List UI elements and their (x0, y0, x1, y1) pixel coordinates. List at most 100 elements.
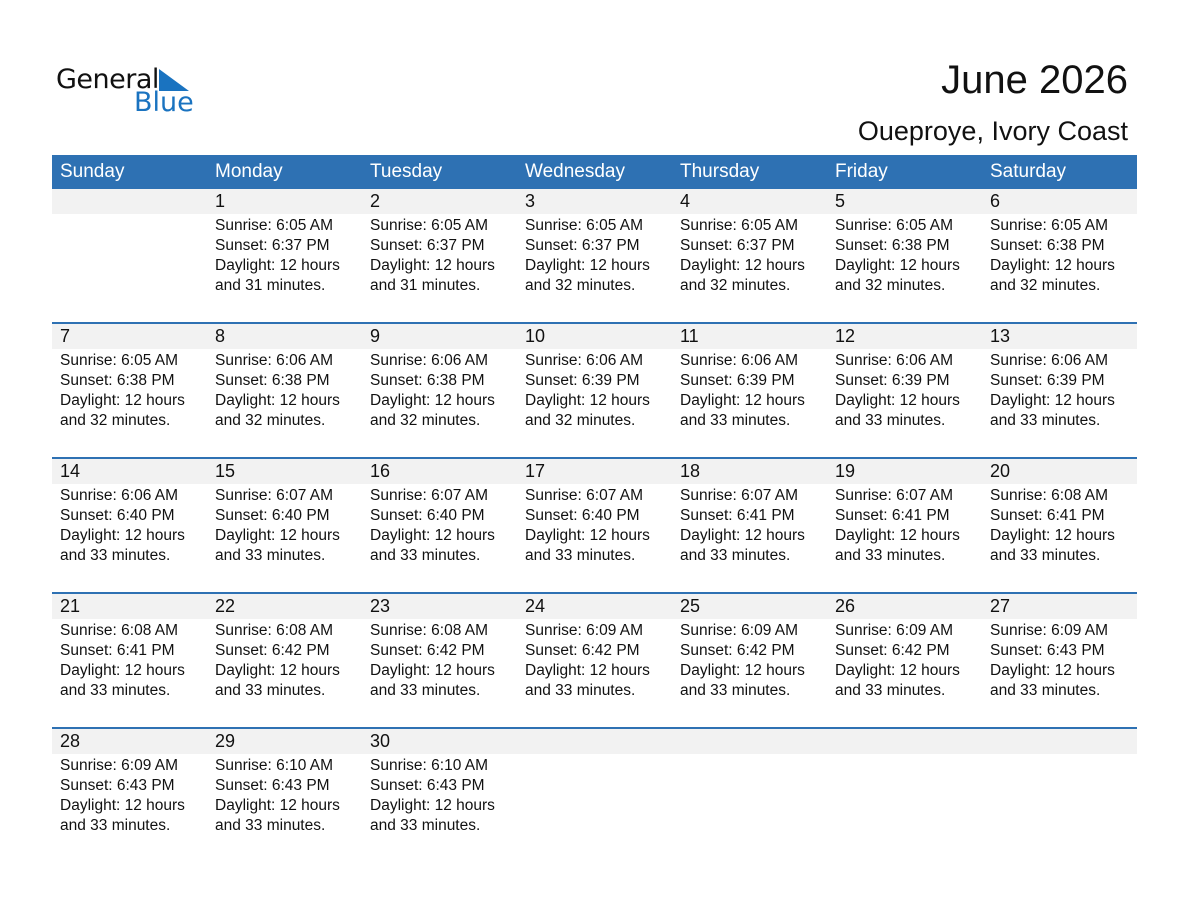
sunrise-text: Sunrise: 6:09 AM (525, 622, 644, 639)
daylight-text: Daylight: 12 hours (680, 392, 805, 409)
daylight-minutes-text: and 32 minutes. (835, 277, 946, 294)
day-info: Sunrise: 6:05 AM Sunset: 6:38 PM Dayligh… (990, 216, 1137, 296)
day-cell: 8 Sunrise: 6:06 AM Sunset: 6:38 PM Dayli… (207, 324, 362, 459)
day-info: Sunrise: 6:09 AM Sunset: 6:42 PM Dayligh… (525, 621, 672, 701)
daylight-minutes-text: and 33 minutes. (60, 817, 171, 834)
daylight-minutes-text: and 33 minutes. (990, 547, 1101, 564)
day-cell: 26 Sunrise: 6:09 AM Sunset: 6:42 PM Dayl… (827, 594, 982, 729)
sunset-text: Sunset: 6:42 PM (525, 642, 640, 659)
sunrise-text: Sunrise: 6:05 AM (990, 217, 1109, 234)
day-number: 14 (60, 461, 81, 481)
sunrise-text: Sunrise: 6:05 AM (835, 217, 954, 234)
day-number-band (52, 459, 1137, 484)
sunset-text: Sunset: 6:38 PM (835, 237, 950, 254)
day-info: Sunrise: 6:06 AM Sunset: 6:39 PM Dayligh… (525, 351, 672, 431)
sunrise-text: Sunrise: 6:07 AM (680, 487, 799, 504)
day-info: Sunrise: 6:09 AM Sunset: 6:43 PM Dayligh… (990, 621, 1137, 701)
sunrise-text: Sunrise: 6:06 AM (680, 352, 799, 369)
daylight-text: Daylight: 12 hours (60, 797, 185, 814)
week-row: 14 Sunrise: 6:06 AM Sunset: 6:40 PM Dayl… (52, 457, 1137, 592)
daylight-minutes-text: and 33 minutes. (680, 547, 791, 564)
day-number: 23 (370, 596, 391, 616)
daylight-minutes-text: and 33 minutes. (680, 682, 791, 699)
sunrise-text: Sunrise: 6:10 AM (215, 757, 334, 774)
daylight-minutes-text: and 31 minutes. (215, 277, 326, 294)
sunrise-text: Sunrise: 6:09 AM (680, 622, 799, 639)
sunset-text: Sunset: 6:40 PM (370, 507, 485, 524)
sunset-text: Sunset: 6:38 PM (215, 372, 330, 389)
day-cell: 7 Sunrise: 6:05 AM Sunset: 6:38 PM Dayli… (52, 324, 207, 459)
sunset-text: Sunset: 6:43 PM (990, 642, 1105, 659)
logo: General Blue (56, 62, 196, 122)
day-number: 20 (990, 461, 1011, 481)
day-cell: 13 Sunrise: 6:06 AM Sunset: 6:39 PM Dayl… (982, 324, 1137, 459)
daylight-minutes-text: and 32 minutes. (215, 412, 326, 429)
day-cell: 24 Sunrise: 6:09 AM Sunset: 6:42 PM Dayl… (517, 594, 672, 729)
day-number: 2 (370, 191, 381, 211)
daylight-minutes-text: and 32 minutes. (680, 277, 791, 294)
weekday-sunday: Sunday (60, 161, 125, 182)
sunset-text: Sunset: 6:41 PM (680, 507, 795, 524)
daylight-text: Daylight: 12 hours (215, 392, 340, 409)
daylight-minutes-text: and 32 minutes. (60, 412, 171, 429)
sunset-text: Sunset: 6:41 PM (60, 642, 175, 659)
sunrise-text: Sunrise: 6:08 AM (370, 622, 489, 639)
daylight-text: Daylight: 12 hours (60, 662, 185, 679)
daylight-text: Daylight: 12 hours (835, 392, 960, 409)
daylight-text: Daylight: 12 hours (990, 257, 1115, 274)
day-number: 25 (680, 596, 701, 616)
sunset-text: Sunset: 6:39 PM (835, 372, 950, 389)
day-number-band (52, 324, 1137, 349)
day-number: 28 (60, 731, 81, 751)
sunrise-text: Sunrise: 6:06 AM (370, 352, 489, 369)
sunset-text: Sunset: 6:37 PM (680, 237, 795, 254)
daylight-text: Daylight: 12 hours (835, 662, 960, 679)
day-info: Sunrise: 6:10 AM Sunset: 6:43 PM Dayligh… (215, 756, 362, 836)
daylight-text: Daylight: 12 hours (60, 392, 185, 409)
day-info: Sunrise: 6:09 AM Sunset: 6:43 PM Dayligh… (60, 756, 207, 836)
daylight-text: Daylight: 12 hours (525, 662, 650, 679)
sunset-text: Sunset: 6:42 PM (215, 642, 330, 659)
day-cell: 25 Sunrise: 6:09 AM Sunset: 6:42 PM Dayl… (672, 594, 827, 729)
day-cell: 2 Sunrise: 6:05 AM Sunset: 6:37 PM Dayli… (362, 189, 517, 324)
weekday-thursday: Thursday (680, 161, 760, 182)
daylight-minutes-text: and 33 minutes. (835, 547, 946, 564)
sunrise-text: Sunrise: 6:07 AM (525, 487, 644, 504)
sunset-text: Sunset: 6:37 PM (525, 237, 640, 254)
day-cell: 20 Sunrise: 6:08 AM Sunset: 6:41 PM Dayl… (982, 459, 1137, 594)
daylight-text: Daylight: 12 hours (525, 257, 650, 274)
location-subtitle: Oueproye, Ivory Coast (857, 116, 1128, 146)
day-cell: 11 Sunrise: 6:06 AM Sunset: 6:39 PM Dayl… (672, 324, 827, 459)
day-number: 16 (370, 461, 391, 481)
daylight-text: Daylight: 12 hours (370, 662, 495, 679)
logo-triangle-icon (159, 69, 189, 91)
day-info: Sunrise: 6:09 AM Sunset: 6:42 PM Dayligh… (835, 621, 982, 701)
daylight-minutes-text: and 33 minutes. (370, 547, 481, 564)
page-title: June 2026 (941, 58, 1128, 102)
day-number: 30 (370, 731, 391, 751)
sunrise-text: Sunrise: 6:09 AM (990, 622, 1109, 639)
daylight-minutes-text: and 33 minutes. (835, 682, 946, 699)
daylight-minutes-text: and 33 minutes. (370, 817, 481, 834)
sunset-text: Sunset: 6:42 PM (370, 642, 485, 659)
weekday-monday: Monday (215, 161, 283, 182)
weekday-header: Sunday Monday Tuesday Wednesday Thursday Frid… (52, 155, 1137, 189)
daylight-text: Daylight: 12 hours (370, 392, 495, 409)
sunset-text: Sunset: 6:40 PM (60, 507, 175, 524)
daylight-minutes-text: and 33 minutes. (525, 682, 636, 699)
weekday-wednesday: Wednesday (525, 161, 625, 182)
week-row: 28 Sunrise: 6:09 AM Sunset: 6:43 PM Dayl… (52, 727, 1137, 862)
sunset-text: Sunset: 6:42 PM (680, 642, 795, 659)
sunset-text: Sunset: 6:38 PM (990, 237, 1105, 254)
daylight-minutes-text: and 33 minutes. (215, 817, 326, 834)
day-info: Sunrise: 6:07 AM Sunset: 6:41 PM Dayligh… (680, 486, 827, 566)
day-cell: 10 Sunrise: 6:06 AM Sunset: 6:39 PM Dayl… (517, 324, 672, 459)
sunrise-text: Sunrise: 6:07 AM (835, 487, 954, 504)
day-number: 18 (680, 461, 701, 481)
day-cell: 21 Sunrise: 6:08 AM Sunset: 6:41 PM Dayl… (52, 594, 207, 729)
day-info: Sunrise: 6:10 AM Sunset: 6:43 PM Dayligh… (370, 756, 517, 836)
day-cell: 14 Sunrise: 6:06 AM Sunset: 6:40 PM Dayl… (52, 459, 207, 594)
daylight-text: Daylight: 12 hours (680, 662, 805, 679)
sunrise-text: Sunrise: 6:05 AM (525, 217, 644, 234)
day-cell: 19 Sunrise: 6:07 AM Sunset: 6:41 PM Dayl… (827, 459, 982, 594)
